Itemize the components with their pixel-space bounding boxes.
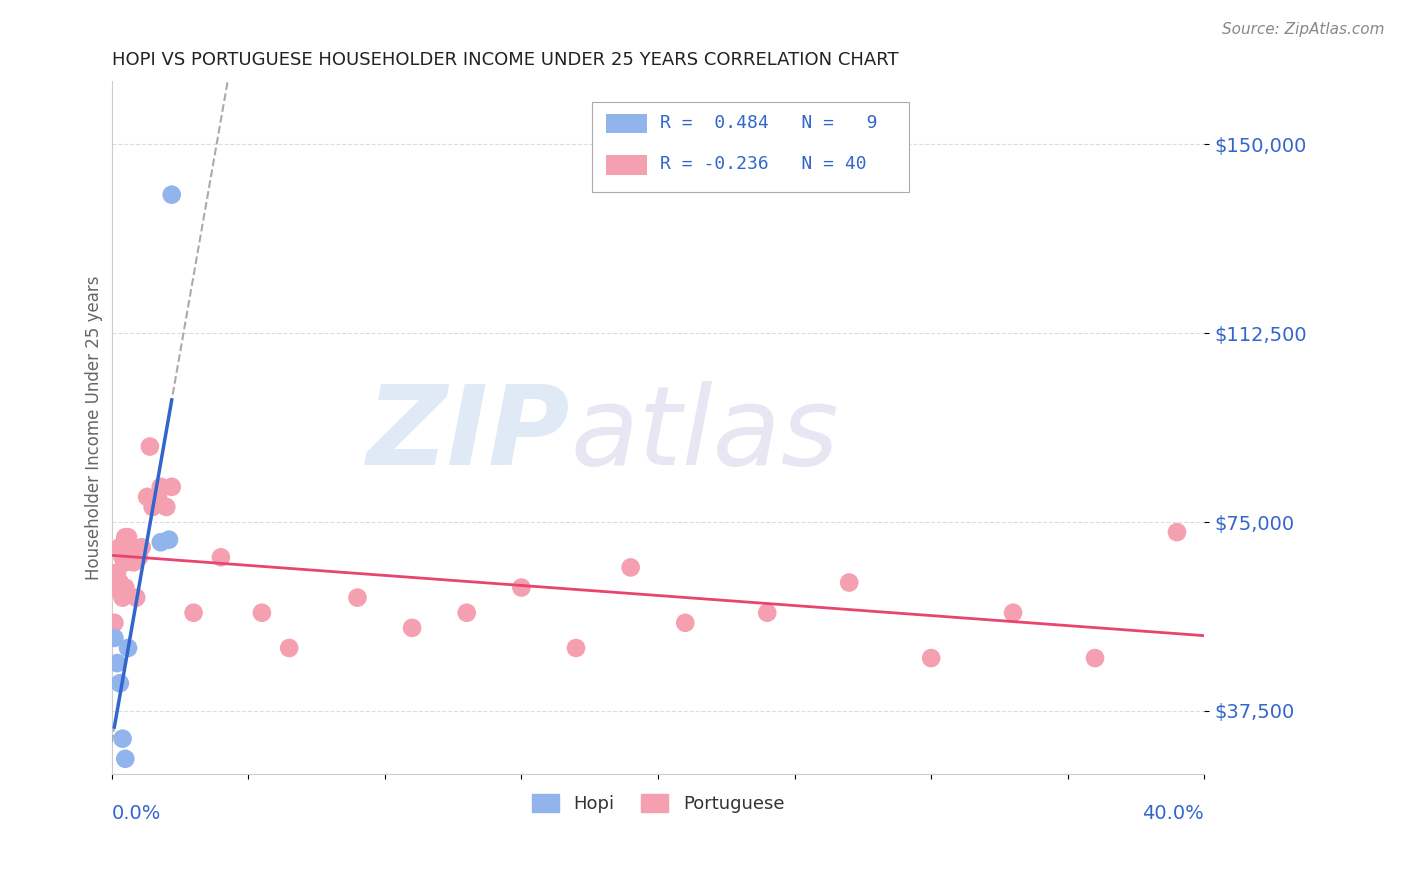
- Text: atlas: atlas: [571, 381, 839, 488]
- Point: [250, 606, 273, 620]
- Point: [565, 640, 588, 655]
- Point: [149, 535, 172, 549]
- Point: [111, 731, 134, 746]
- Point: [139, 440, 162, 454]
- Point: [125, 591, 148, 605]
- Point: [114, 752, 136, 766]
- Point: [142, 500, 165, 514]
- Point: [114, 530, 136, 544]
- Legend: Hopi, Portuguese: Hopi, Portuguese: [524, 787, 792, 821]
- Point: [111, 591, 134, 605]
- Point: [157, 533, 180, 547]
- Point: [120, 541, 142, 555]
- Point: [105, 566, 128, 580]
- Text: ZIP: ZIP: [367, 381, 571, 488]
- Text: R =  0.484   N =   9: R = 0.484 N = 9: [661, 114, 877, 132]
- Text: R = -0.236   N = 40: R = -0.236 N = 40: [661, 155, 866, 173]
- Point: [103, 615, 125, 630]
- Point: [1002, 606, 1025, 620]
- Text: 40.0%: 40.0%: [1143, 805, 1205, 823]
- Point: [108, 541, 131, 555]
- Point: [108, 676, 131, 690]
- Point: [155, 500, 177, 514]
- Point: [108, 575, 131, 590]
- Point: [146, 490, 169, 504]
- Point: [620, 560, 643, 574]
- Point: [103, 631, 125, 645]
- FancyBboxPatch shape: [592, 102, 910, 192]
- Point: [838, 575, 860, 590]
- Point: [160, 187, 183, 202]
- Text: 0.0%: 0.0%: [111, 805, 162, 823]
- Point: [105, 656, 128, 670]
- Point: [131, 541, 153, 555]
- Point: [183, 606, 205, 620]
- Point: [128, 550, 150, 565]
- Text: Source: ZipAtlas.com: Source: ZipAtlas.com: [1222, 22, 1385, 37]
- Text: HOPI VS PORTUGUESE HOUSEHOLDER INCOME UNDER 25 YEARS CORRELATION CHART: HOPI VS PORTUGUESE HOUSEHOLDER INCOME UN…: [111, 51, 898, 69]
- Point: [346, 591, 368, 605]
- FancyBboxPatch shape: [606, 114, 647, 133]
- Point: [149, 480, 172, 494]
- Point: [136, 490, 159, 504]
- Point: [1166, 525, 1188, 540]
- Point: [510, 581, 533, 595]
- Point: [401, 621, 423, 635]
- Y-axis label: Householder Income Under 25 years: Householder Income Under 25 years: [86, 276, 103, 580]
- Point: [117, 530, 139, 544]
- Point: [103, 581, 125, 595]
- Point: [117, 640, 139, 655]
- Point: [114, 581, 136, 595]
- Point: [456, 606, 478, 620]
- Point: [1084, 651, 1107, 665]
- FancyBboxPatch shape: [606, 155, 647, 175]
- Point: [673, 615, 696, 630]
- Point: [756, 606, 779, 620]
- Point: [160, 480, 183, 494]
- Point: [114, 555, 136, 569]
- Point: [122, 555, 145, 569]
- Point: [278, 640, 301, 655]
- Point: [920, 651, 942, 665]
- Point: [209, 550, 232, 565]
- Point: [111, 550, 134, 565]
